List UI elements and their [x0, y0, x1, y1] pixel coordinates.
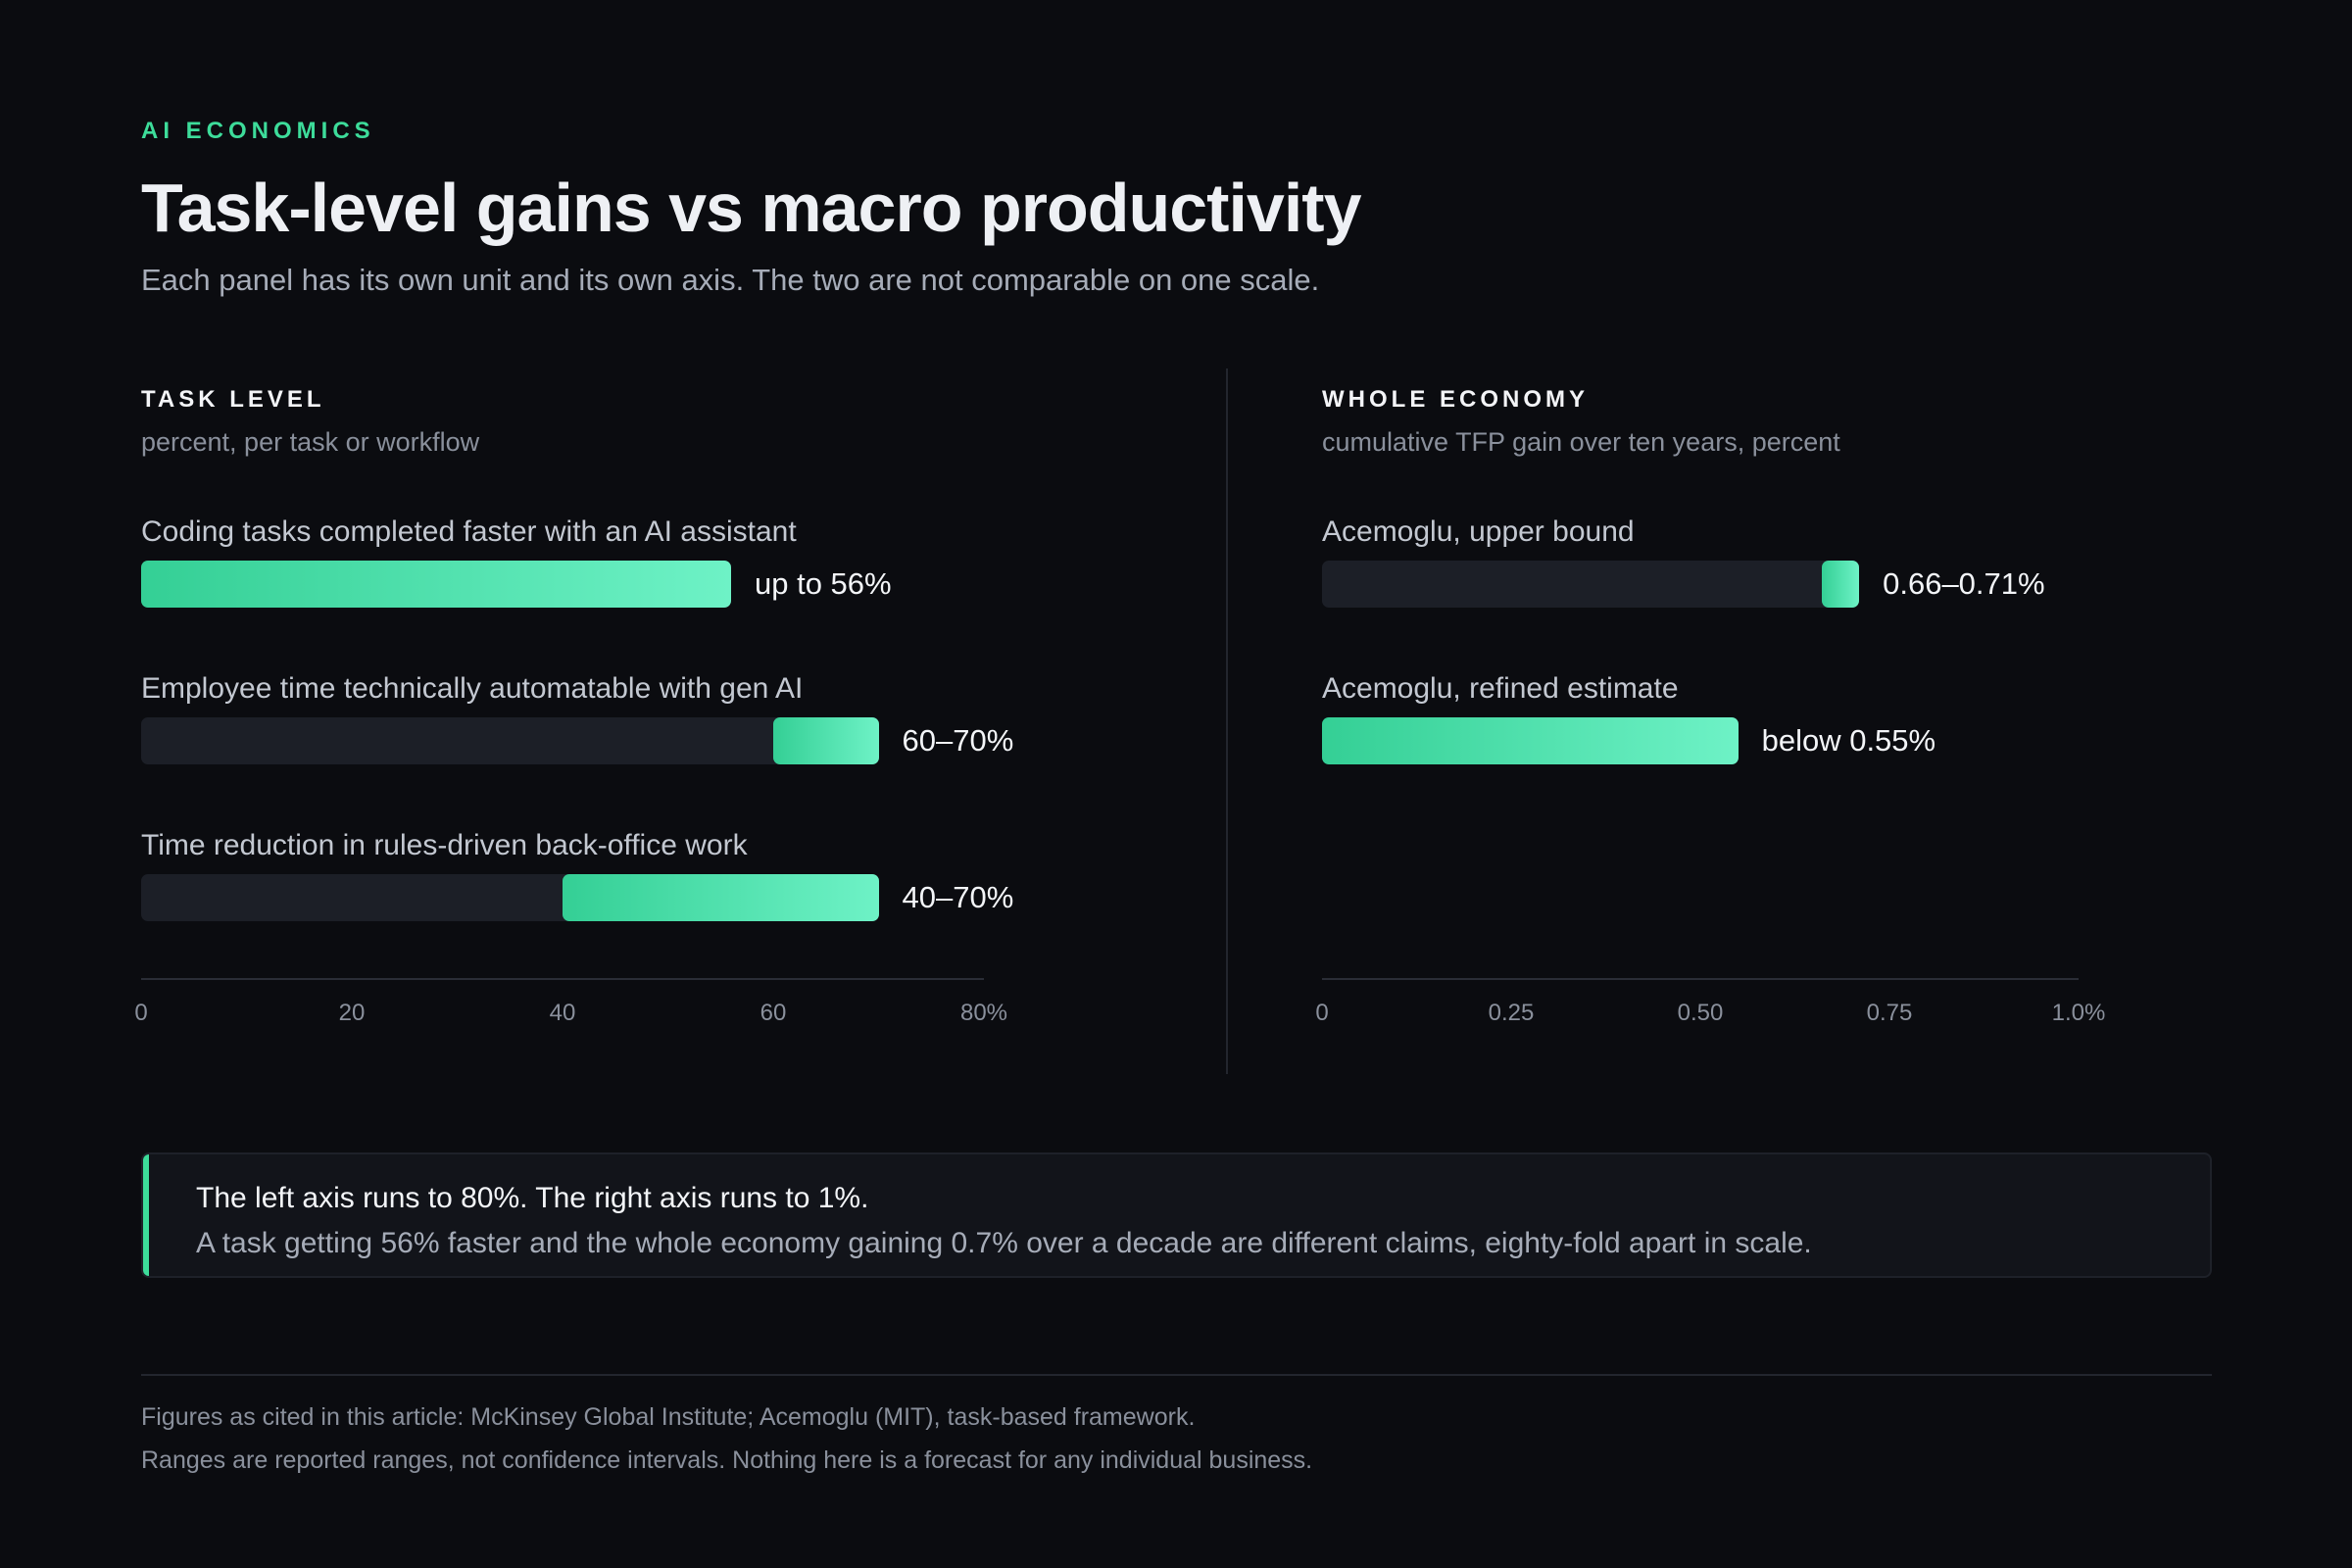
bar-value-label: below 0.55%	[1761, 723, 1936, 758]
bar-label: Employee time technically automatable wi…	[141, 672, 804, 705]
bar-value-label: 40–70%	[902, 880, 1014, 914]
x-tick-label: 60	[760, 1000, 787, 1026]
bar-range	[773, 717, 879, 764]
x-tick-label: 0.25	[1488, 1000, 1535, 1026]
bar-label: Acemoglu, refined estimate	[1322, 672, 1679, 705]
x-tick-label: 0.75	[1866, 1000, 1913, 1026]
eyebrow-label: AI ECONOMICS	[141, 118, 375, 144]
bar-label: Acemoglu, upper bound	[1322, 515, 1635, 548]
footnote-sources: Figures as cited in this article: McKins…	[141, 1403, 1196, 1431]
bar-label: Time reduction in rules-driven back-offi…	[141, 829, 748, 861]
callout-box: The left axis runs to 80%. The right axi…	[141, 1152, 2212, 1278]
bar-range	[563, 874, 879, 921]
page-subtitle: Each panel has its own unit and its own …	[141, 263, 1320, 297]
panel-unit: cumulative TFP gain over ten years, perc…	[1322, 427, 1840, 457]
bar-value-label: 60–70%	[902, 723, 1014, 758]
bar-value-label: 0.66–0.71%	[1883, 566, 2045, 601]
bar-track	[141, 717, 879, 764]
bar	[1322, 717, 1739, 764]
x-tick-label: 0	[134, 1000, 148, 1026]
panel-title: TASK LEVEL	[141, 386, 325, 413]
page-title: Task-level gains vs macro productivity	[141, 170, 1362, 246]
x-tick-label: 80%	[959, 1000, 1008, 1026]
bar-track	[1322, 561, 1860, 608]
callout-title: The left axis runs to 80%. The right axi…	[196, 1182, 869, 1214]
x-axis-line	[141, 978, 984, 980]
callout-body: A task getting 56% faster and the whole …	[196, 1227, 1812, 1259]
x-tick-label: 1.0%	[2051, 1000, 2106, 1026]
x-tick-label: 0.50	[1677, 1000, 1724, 1026]
x-tick-label: 0	[1315, 1000, 1329, 1026]
footnote-disclaimer: Ranges are reported ranges, not confiden…	[141, 1446, 1313, 1474]
x-tick-label: 20	[338, 1000, 366, 1026]
bar-label: Coding tasks completed faster with an AI…	[141, 515, 797, 548]
panel-divider	[1226, 368, 1228, 1074]
footer-divider	[141, 1374, 2212, 1376]
panel-title: WHOLE ECONOMY	[1322, 386, 1589, 413]
bar	[141, 561, 731, 608]
bar-range	[1821, 561, 1860, 608]
x-tick-label: 40	[549, 1000, 576, 1026]
callout-accent-bar	[143, 1154, 149, 1276]
bar-value-label: up to 56%	[755, 566, 892, 601]
x-axis-line	[1322, 978, 2079, 980]
panel-unit: percent, per task or workflow	[141, 427, 480, 457]
